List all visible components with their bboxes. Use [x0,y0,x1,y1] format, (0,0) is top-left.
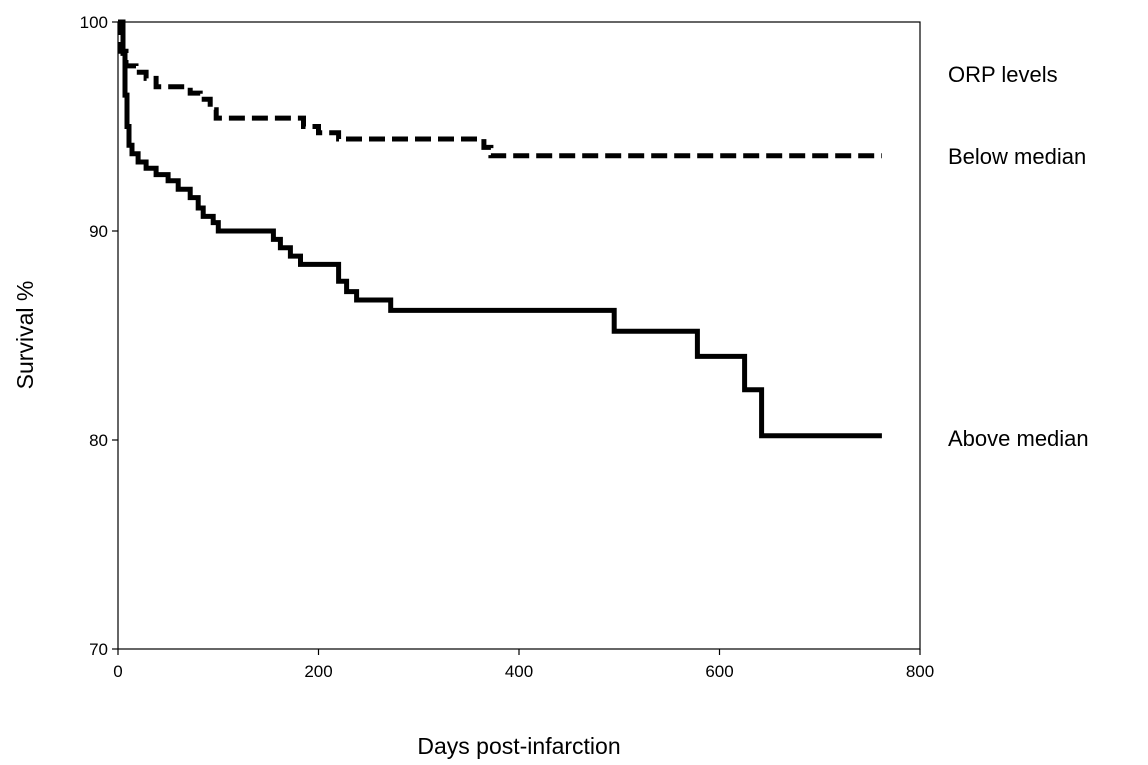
y-tick-label: 90 [89,222,108,241]
x-axis: 0 200 400 600 800 [113,649,934,681]
x-axis-title: Days post-infarction [417,733,620,759]
legend-label-above-median: Above median [948,426,1089,451]
legend-label-below-median: Below median [948,144,1086,169]
x-tick-label: 800 [906,662,934,681]
y-axis: 70 80 90 100 [80,13,118,659]
y-tick-label: 70 [89,640,108,659]
series-layer [118,19,882,439]
x-tick-label: 400 [505,662,533,681]
y-tick-label: 80 [89,431,108,450]
series-line-above-median [118,19,882,439]
x-tick-label: 200 [304,662,332,681]
y-axis-title: Survival % [12,281,38,390]
x-tick-label: 600 [705,662,733,681]
x-tick-label: 0 [113,662,122,681]
y-tick-label: 100 [80,13,108,32]
series-line-below-median [118,19,882,159]
legend-title: ORP levels [948,62,1058,87]
